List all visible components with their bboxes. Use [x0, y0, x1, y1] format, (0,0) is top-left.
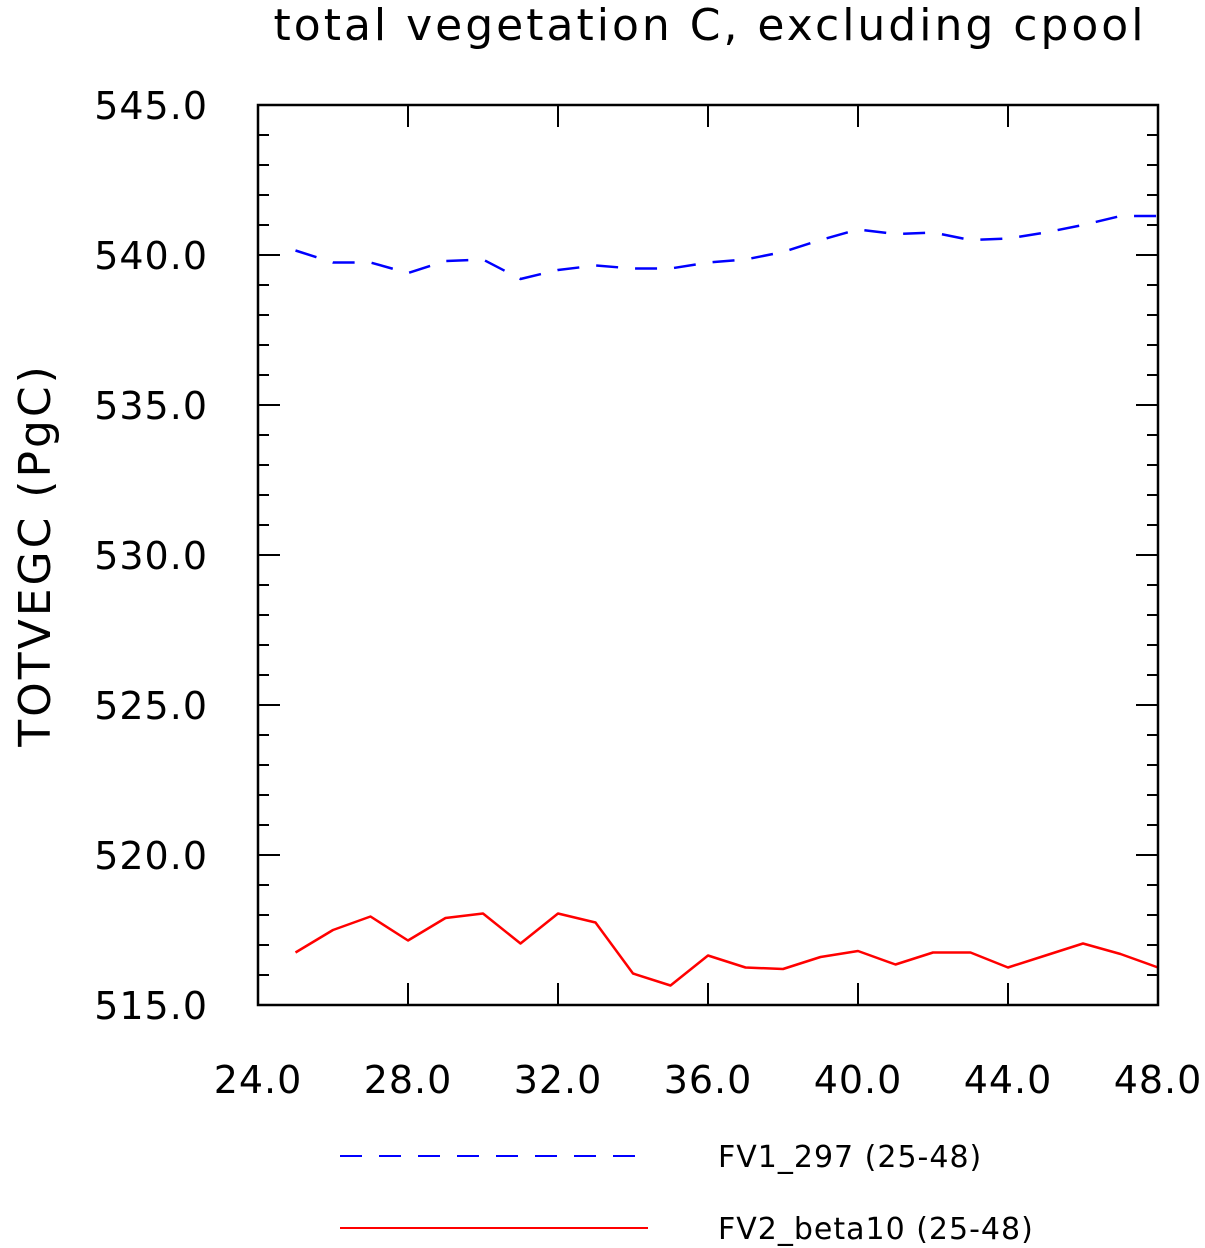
y-axis-tick-labels: 515.0 520.0 525.0 530.0 535.0 540.0 545.0 — [94, 84, 208, 1028]
x-tick-label-5: 44.0 — [964, 1058, 1053, 1102]
x-tick-label-4: 40.0 — [814, 1058, 903, 1102]
y-tick-label-0: 515.0 — [94, 984, 208, 1028]
legend-label-0: FV1_297 (25-48) — [718, 1140, 982, 1175]
y-axis-label: TOTVEGC (PgC) — [10, 363, 61, 748]
x-tick-label-2: 32.0 — [514, 1058, 603, 1102]
legend-label-1: FV2_beta10 (25-48) — [718, 1212, 1034, 1247]
y-tick-label-3: 530.0 — [94, 534, 208, 578]
y-tick-label-1: 520.0 — [94, 834, 208, 878]
x-tick-label-6: 48.0 — [1114, 1058, 1203, 1102]
series-line-1 — [294, 912, 1159, 987]
chart-series — [294, 214, 1159, 987]
chart-title: total vegetation C, excluding cpool — [274, 0, 1147, 51]
x-tick-label-1: 28.0 — [364, 1058, 453, 1102]
y-tick-label-2: 525.0 — [94, 684, 208, 728]
y-tick-label-6: 545.0 — [94, 84, 208, 128]
x-tick-label-0: 24.0 — [214, 1058, 303, 1102]
series-line-0 — [295, 214, 1158, 281]
x-axis-tick-labels: 24.0 28.0 32.0 36.0 40.0 44.0 48.0 — [214, 1058, 1203, 1102]
plot-frame — [256, 103, 1160, 1007]
y-tick-label-5: 540.0 — [94, 234, 208, 278]
y-tick-label-4: 535.0 — [94, 384, 208, 428]
legend: FV1_297 (25-48) FV2_beta10 (25-48) — [340, 1140, 1034, 1247]
x-tick-label-3: 36.0 — [664, 1058, 753, 1102]
axis-ticks — [257, 104, 1159, 1006]
